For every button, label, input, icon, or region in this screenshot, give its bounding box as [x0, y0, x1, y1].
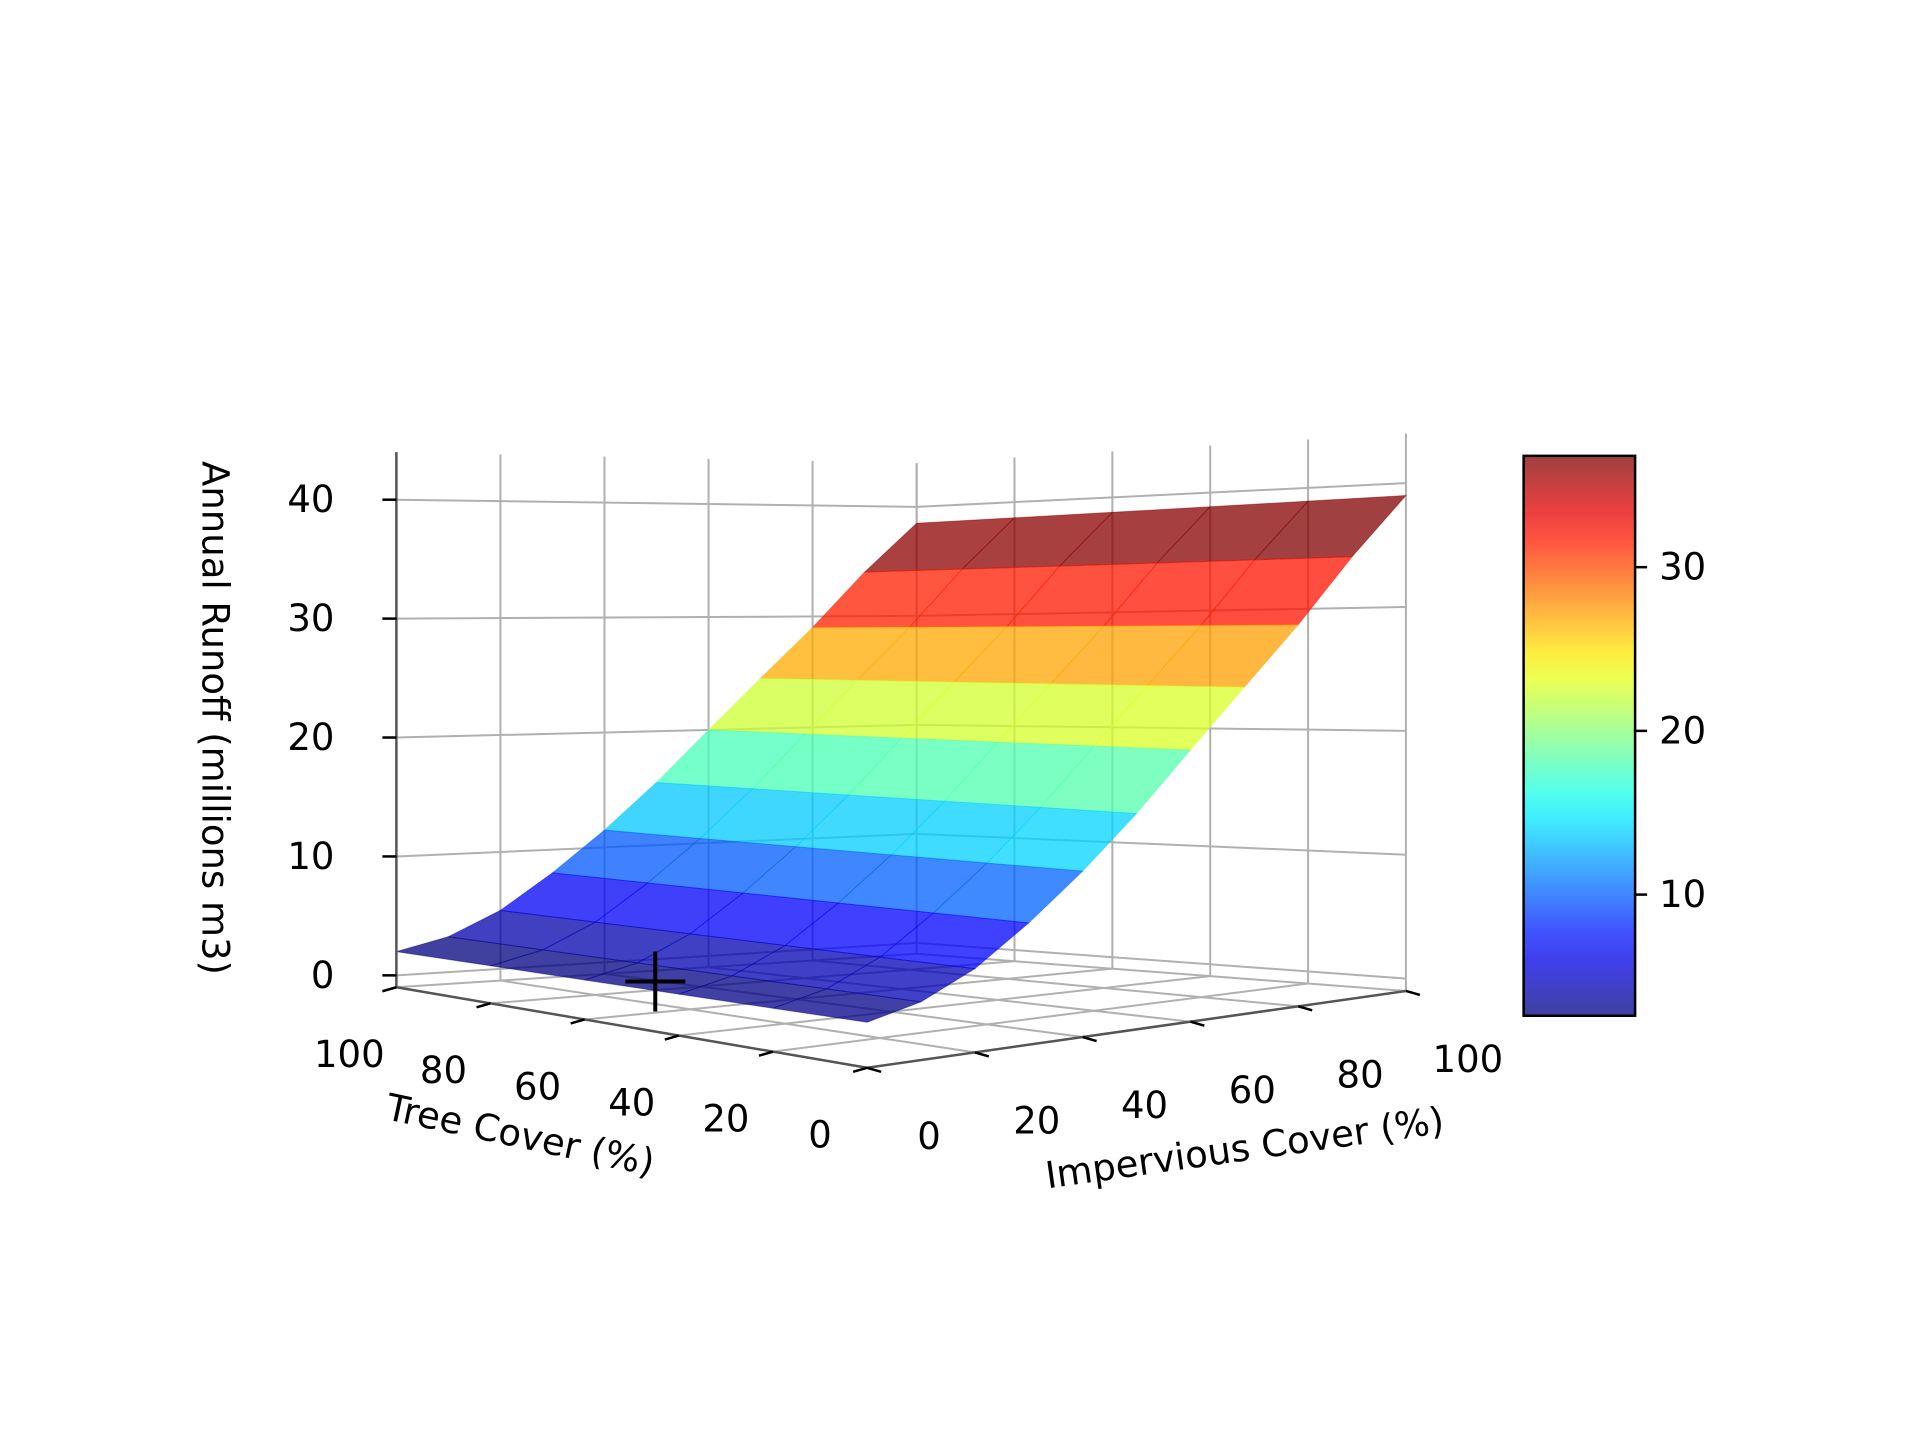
y-tick-label: 20 — [702, 1098, 749, 1141]
z-tick-label: 40 — [287, 478, 334, 521]
x-tick — [866, 1066, 882, 1073]
colorbar-tick-label: 10 — [1659, 873, 1706, 916]
x-tick-label: 100 — [1433, 1038, 1504, 1081]
surface-facet — [396, 936, 544, 967]
y-tick — [570, 1018, 586, 1025]
y-tick-label: 80 — [420, 1049, 467, 1092]
surface-facet — [741, 846, 893, 904]
grid-line — [916, 482, 1406, 508]
surface-facet — [551, 829, 702, 884]
x-tick — [1190, 1020, 1205, 1027]
surface-facet — [772, 988, 922, 1023]
x-tick — [1082, 1035, 1097, 1043]
y-tick-label: 100 — [314, 1033, 385, 1076]
grid-line — [678, 975, 1211, 1037]
grid-line — [500, 979, 976, 1054]
y-tick — [852, 1066, 868, 1073]
z-axis-label: Annual Runoff (millions m3) — [194, 461, 237, 975]
surface-facet — [908, 565, 1061, 628]
z-tick-label: 10 — [287, 835, 334, 878]
grid-line — [916, 952, 1407, 992]
z-tick-label: 20 — [287, 716, 334, 759]
y-tick — [758, 1050, 774, 1057]
y-tick-label: 40 — [608, 1081, 655, 1124]
grid-line — [772, 982, 1309, 1053]
y-axis-line — [396, 986, 868, 1069]
x-tick — [974, 1051, 990, 1058]
x-tick-label: 40 — [1121, 1084, 1168, 1127]
z-tick-label: 0 — [311, 954, 335, 997]
y-tick — [476, 1002, 491, 1009]
surface-facet — [952, 625, 1106, 685]
colorbar-tick-label: 30 — [1659, 546, 1706, 589]
surface-facet — [603, 781, 754, 840]
x-tick — [1405, 989, 1421, 997]
x-tick-label: 80 — [1337, 1053, 1384, 1096]
x-tick-label: 60 — [1229, 1069, 1276, 1112]
y-tick — [382, 986, 397, 993]
z-tick-label: 30 — [287, 597, 334, 640]
y-tick-label: 0 — [808, 1114, 832, 1157]
colorbar — [1522, 454, 1637, 1017]
surface-facet — [985, 806, 1138, 872]
surface-facet — [1039, 745, 1192, 815]
surface-facet — [1092, 684, 1246, 751]
x-axis-line — [866, 989, 1407, 1070]
grid-line — [396, 498, 917, 508]
marker — [625, 951, 686, 1012]
colorbar-tick-label: 20 — [1659, 709, 1706, 752]
surface-facet — [688, 892, 840, 947]
y-tick — [664, 1034, 680, 1041]
x-tick-label: 20 — [1013, 1100, 1060, 1143]
x-tick-label: 0 — [917, 1115, 941, 1158]
x-tick — [1297, 1005, 1313, 1012]
surface-facet — [794, 794, 946, 856]
y-tick-label: 60 — [514, 1065, 561, 1108]
surface-facet — [707, 677, 859, 735]
